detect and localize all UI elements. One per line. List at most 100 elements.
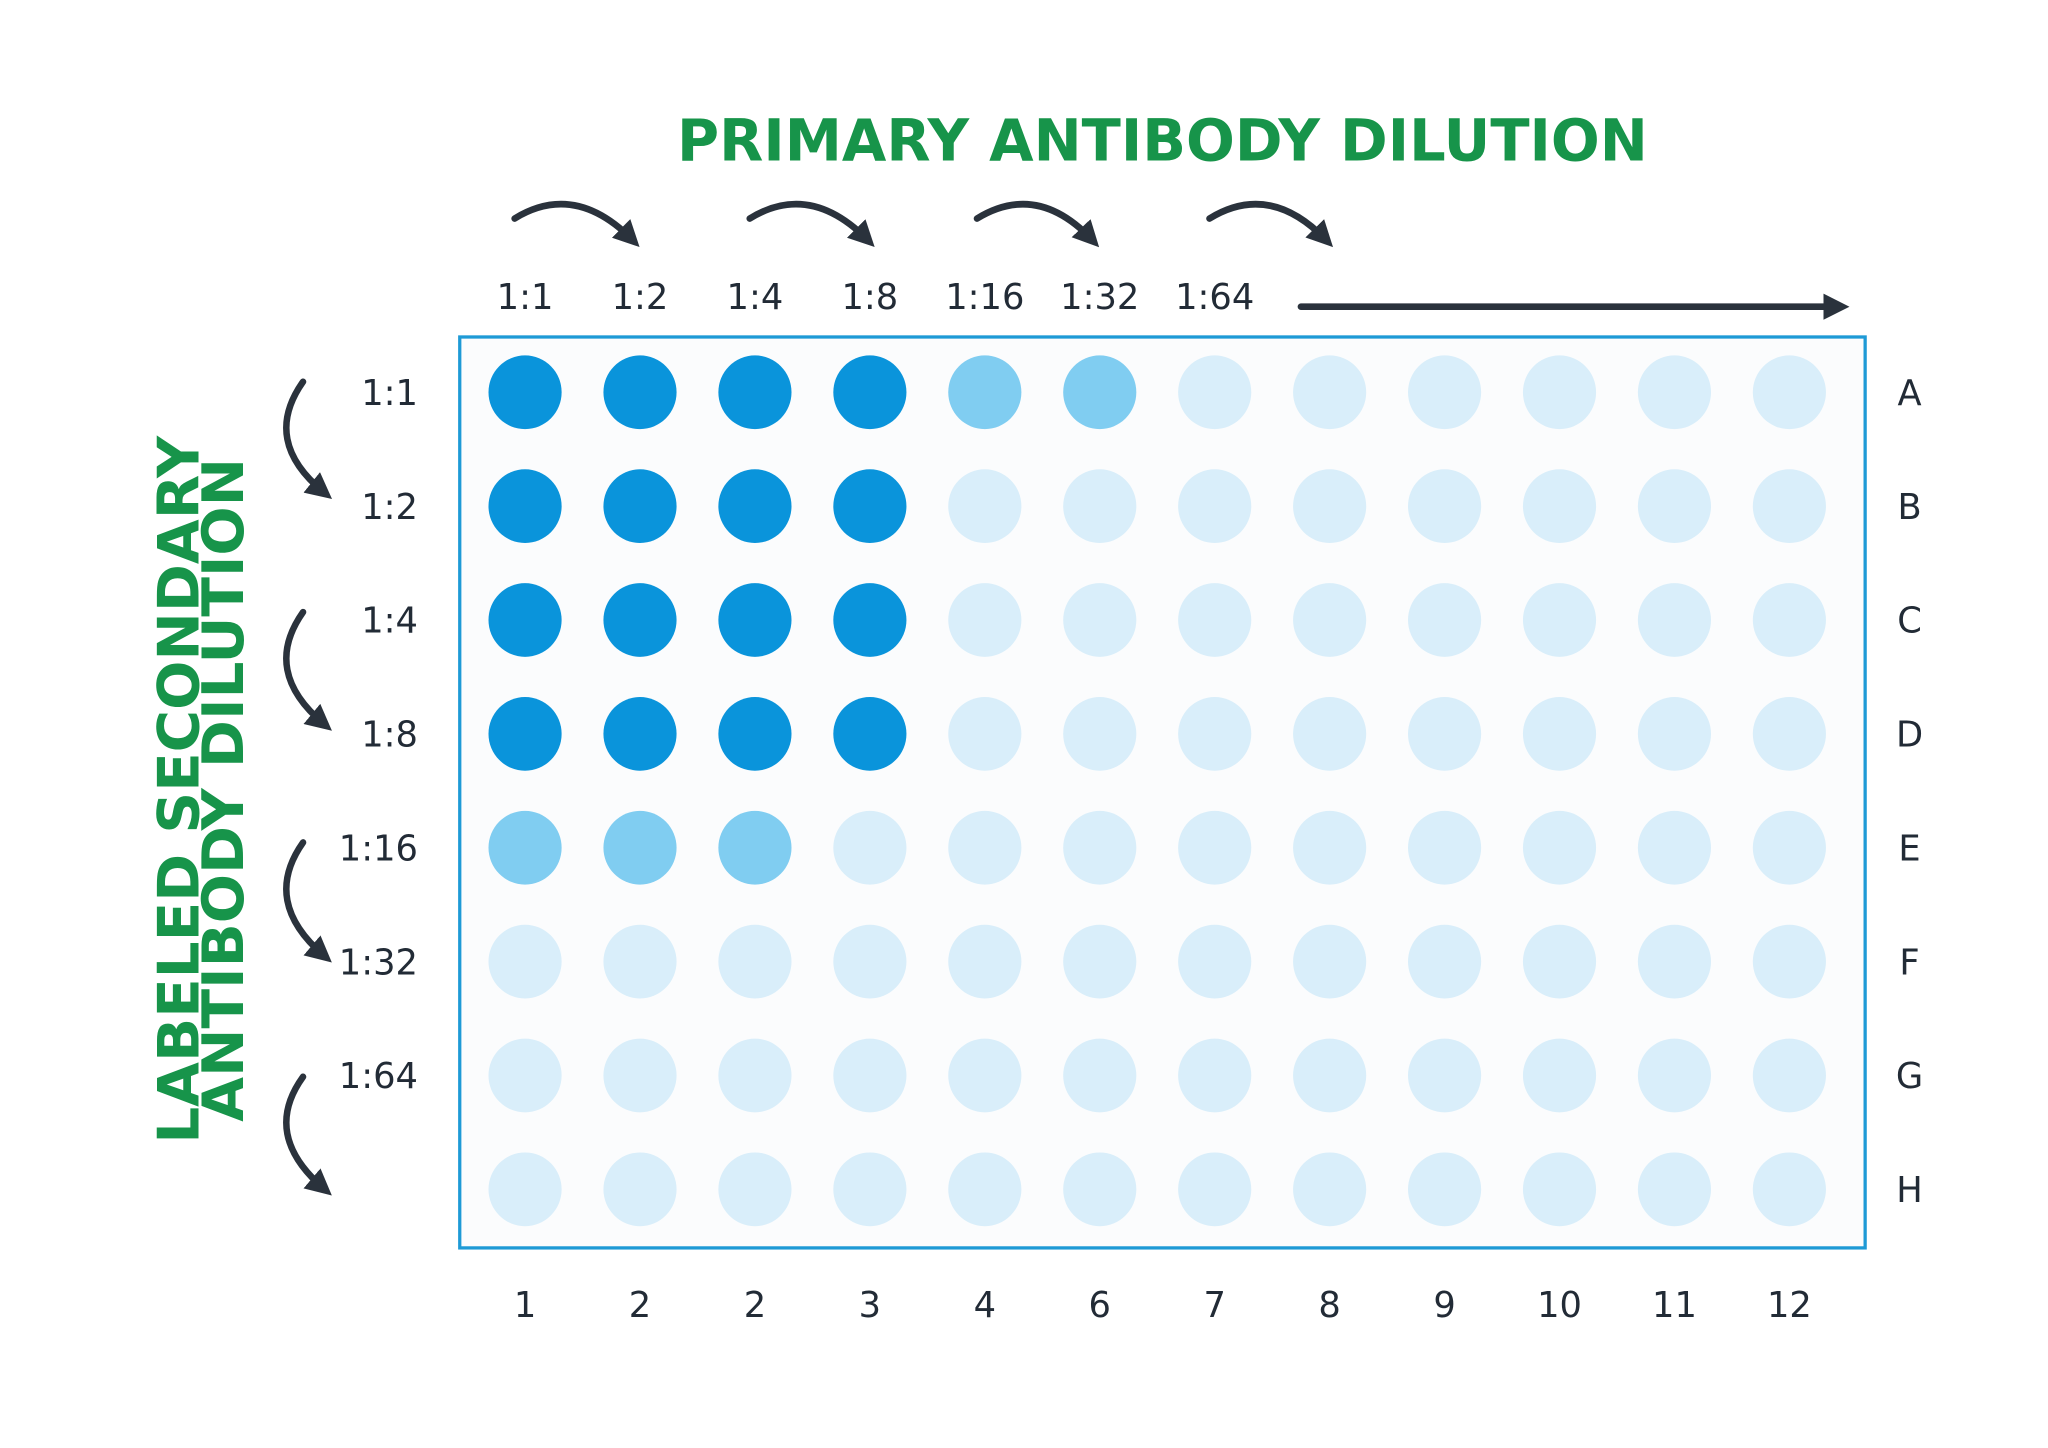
well [718, 1038, 792, 1113]
well [1637, 1038, 1712, 1113]
well [1178, 924, 1252, 999]
well [948, 1152, 1022, 1227]
well [1293, 924, 1367, 999]
row-letter: B [1897, 487, 1921, 528]
well [1293, 697, 1367, 771]
well [1752, 583, 1826, 657]
well [1522, 697, 1597, 771]
well [948, 469, 1022, 543]
well [603, 697, 677, 771]
y-title-line: LABELED SECONDARY [145, 435, 213, 1144]
well [603, 469, 677, 543]
row-letter: E [1898, 828, 1920, 869]
well [1522, 810, 1597, 885]
well [1178, 355, 1252, 430]
column-number: 2 [744, 1285, 766, 1326]
row-letter: G [1896, 1056, 1923, 1097]
well [1637, 583, 1712, 657]
well [1178, 810, 1252, 885]
well [1637, 1152, 1712, 1227]
well [1752, 697, 1826, 771]
well [603, 355, 677, 430]
row-dilution: 1:8 [361, 714, 418, 755]
well [1293, 469, 1367, 543]
row-dilution: 1:2 [361, 487, 418, 528]
column-number: 3 [859, 1285, 881, 1326]
well [603, 583, 677, 657]
well [1522, 469, 1597, 543]
well [488, 469, 562, 543]
well [1408, 1038, 1482, 1113]
well [1408, 924, 1482, 999]
well [718, 697, 792, 771]
well [1293, 1038, 1367, 1113]
row-dilution: 1:16 [339, 828, 418, 869]
well [833, 810, 907, 885]
row-dilution: 1:64 [339, 1056, 418, 1097]
well [1408, 1152, 1482, 1227]
column-dilution: 1:4 [727, 277, 784, 318]
well [1293, 583, 1367, 657]
column-number: 12 [1767, 1285, 1812, 1326]
well [948, 924, 1022, 999]
well [1637, 697, 1712, 771]
well [1063, 355, 1137, 430]
row-dilution: 1:4 [361, 601, 418, 642]
well [948, 1038, 1022, 1113]
well [718, 583, 792, 657]
well [833, 1152, 907, 1227]
well [1637, 469, 1712, 543]
well [1293, 810, 1367, 885]
column-dilution: 1:8 [842, 277, 899, 318]
column-dilution: 1:32 [1060, 277, 1139, 318]
well [1637, 810, 1712, 885]
well [1178, 697, 1252, 771]
well [488, 1038, 562, 1113]
well [1178, 1152, 1252, 1227]
well [1522, 1038, 1597, 1113]
well [1178, 1038, 1252, 1113]
well [833, 469, 907, 543]
well [718, 355, 792, 430]
well [948, 355, 1022, 430]
well [1522, 583, 1597, 657]
well [603, 1152, 677, 1227]
well [1752, 810, 1826, 885]
well [1522, 1152, 1597, 1227]
well [1063, 1038, 1137, 1113]
well [1063, 583, 1137, 657]
well [1063, 469, 1137, 543]
well [1408, 469, 1482, 543]
well [948, 697, 1022, 771]
well [1637, 355, 1712, 430]
well [488, 583, 562, 657]
well [1408, 583, 1482, 657]
row-letter: D [1896, 714, 1923, 755]
well [833, 697, 907, 771]
well [1178, 469, 1252, 543]
well [1522, 924, 1597, 999]
well [603, 810, 677, 885]
row-letter: C [1897, 601, 1922, 642]
well [603, 1038, 677, 1113]
well [1063, 1152, 1137, 1227]
well [1178, 583, 1252, 657]
column-number: 2 [629, 1285, 651, 1326]
column-number: 7 [1203, 1285, 1225, 1326]
column-number: 8 [1318, 1285, 1340, 1326]
row-letter: H [1896, 1170, 1923, 1211]
column-number: 1 [514, 1285, 536, 1326]
well [1752, 1038, 1826, 1113]
well [1752, 1152, 1826, 1227]
well [1752, 355, 1826, 430]
y-title-line: ANTIBODY DILUTION [189, 458, 257, 1122]
left-arrows [283, 378, 333, 1196]
well [833, 1038, 907, 1113]
well [1063, 924, 1137, 999]
well [1063, 697, 1137, 771]
column-dilution: 1:64 [1175, 277, 1254, 318]
column-number: 11 [1652, 1285, 1697, 1326]
y-title: LABELED SECONDARY ANTIBODY DILUTION [145, 435, 257, 1144]
column-number: 6 [1089, 1285, 1111, 1326]
